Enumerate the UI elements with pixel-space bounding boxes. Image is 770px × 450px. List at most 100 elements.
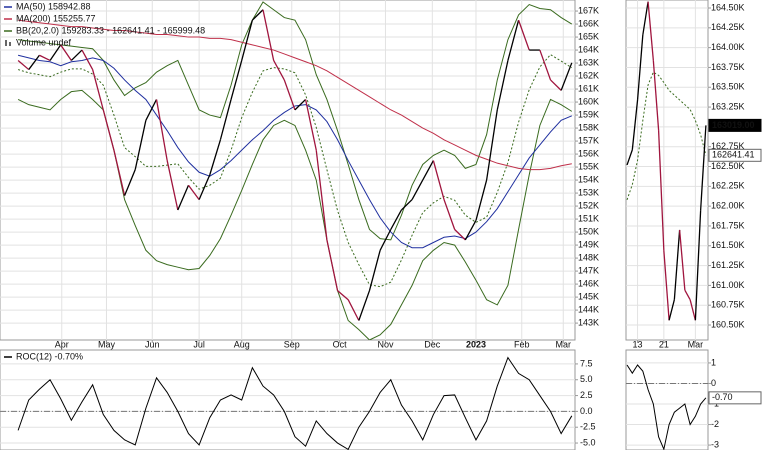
price-segment	[422, 160, 434, 181]
y-tick-label: 1	[711, 357, 716, 367]
y-tick-label: 166K	[578, 18, 599, 28]
price-segment	[166, 160, 179, 211]
value-label: -0.70	[712, 392, 733, 402]
panel-frame	[0, 0, 576, 341]
value-label: 162641.41	[712, 150, 755, 160]
price-segment	[485, 109, 498, 181]
price-segment	[626, 149, 633, 166]
y-tick-label: 163.75K	[711, 62, 745, 72]
y-tick-label: -5.0	[580, 437, 596, 447]
price-segment	[642, 1, 649, 36]
x-tick-label: 13	[633, 339, 643, 349]
value-label: 163019.00	[712, 120, 755, 130]
plot-area	[0, 0, 575, 340]
x-tick-label: Jun	[145, 339, 160, 349]
price-segment	[219, 99, 232, 140]
price-segment	[17, 59, 30, 71]
price-segment	[454, 229, 466, 241]
price-segment	[475, 179, 488, 221]
x-tick-label: 21	[659, 339, 669, 349]
y-tick-label: 165K	[578, 31, 599, 41]
y-tick-label: 163.50K	[711, 82, 745, 92]
price-segment	[209, 139, 222, 176]
x-tick-label: Oct	[333, 339, 348, 349]
y-tick-label: 161.50K	[711, 240, 745, 250]
y-tick-label: 157K	[578, 135, 599, 145]
price-segment	[39, 54, 51, 62]
y-tick-label: 156K	[578, 148, 599, 158]
y-tick-label: -2.5	[580, 422, 596, 432]
price-segment	[315, 150, 328, 240]
price-segment	[262, 9, 275, 61]
price-segment	[636, 34, 644, 100]
price-segment	[663, 250, 670, 321]
price-segment	[251, 9, 264, 21]
price-segment	[92, 69, 104, 111]
price-segment	[283, 79, 296, 111]
y-tick-label: 2.5	[580, 390, 593, 400]
y-tick-label: 162K	[578, 70, 599, 80]
price-segment	[647, 1, 654, 61]
price-segment	[694, 210, 702, 321]
legend-label: ROC(12) -0.70%	[16, 351, 83, 361]
series-line	[17, 54, 573, 249]
price-segment	[668, 299, 675, 321]
price-segment	[411, 179, 424, 200]
y-tick-label: 160K	[578, 96, 599, 106]
y-tick-label: 160.50K	[711, 319, 745, 329]
price-segment	[358, 290, 371, 321]
y-tick-label: 154K	[578, 174, 599, 184]
y-tick-label: 150K	[578, 226, 599, 236]
panel-frame	[625, 0, 709, 341]
price-segment	[464, 220, 477, 241]
x-tick-label: Nov	[377, 339, 394, 349]
y-tick-label: 0.0	[580, 406, 593, 416]
series-line	[18, 19, 572, 171]
x-tick-label: Apr	[55, 339, 69, 349]
series-line	[626, 364, 707, 450]
price-segment	[70, 49, 83, 61]
price-segment	[699, 125, 707, 211]
y-tick-label: 7.5	[580, 358, 593, 368]
y-tick-label: 149K	[578, 239, 599, 249]
y-tick-label: 147K	[578, 265, 599, 275]
plot-area	[626, 0, 708, 340]
price-segment	[517, 19, 530, 51]
series-line	[626, 71, 707, 200]
annotation: Volume undef	[16, 37, 72, 47]
y-tick-label: 164K	[578, 44, 599, 54]
y-tick-label: 162.75K	[711, 141, 745, 151]
x-tick-label: Feb	[514, 339, 530, 349]
y-tick-label: 151K	[578, 213, 599, 223]
value-label-box	[708, 391, 762, 405]
price-segment	[684, 289, 691, 300]
price-segment	[652, 60, 660, 131]
price-segment	[145, 99, 158, 121]
x-tick-label: Mar	[688, 339, 704, 349]
y-tick-label: 160.75K	[711, 300, 745, 310]
price-segment	[560, 62, 573, 91]
price-segment	[177, 185, 190, 211]
price-segment	[631, 99, 639, 150]
y-tick-label: 145K	[578, 291, 599, 301]
legend-swatch	[5, 40, 7, 46]
y-tick-label: 162.00K	[711, 201, 745, 211]
price-segment	[187, 184, 200, 200]
legend-label: MA(50) 158942.88	[16, 1, 91, 11]
value-label-box	[708, 118, 762, 132]
legend-swatch	[9, 42, 11, 46]
y-tick-label: 159K	[578, 109, 599, 119]
y-tick-label: 146K	[578, 278, 599, 288]
x-tick-label: Jul	[193, 339, 205, 349]
x-tick-label: Aug	[234, 339, 250, 349]
price-segment	[198, 174, 211, 200]
y-tick-label: 161.00K	[711, 280, 745, 290]
y-tick-label: 5.0	[580, 374, 593, 384]
y-tick-label: 152K	[578, 200, 599, 210]
price-segment	[432, 160, 445, 200]
x-tick-label: Mar	[556, 339, 572, 349]
x-tick-label: May	[98, 339, 116, 349]
price-segment	[678, 229, 686, 291]
price-segment	[294, 98, 307, 111]
